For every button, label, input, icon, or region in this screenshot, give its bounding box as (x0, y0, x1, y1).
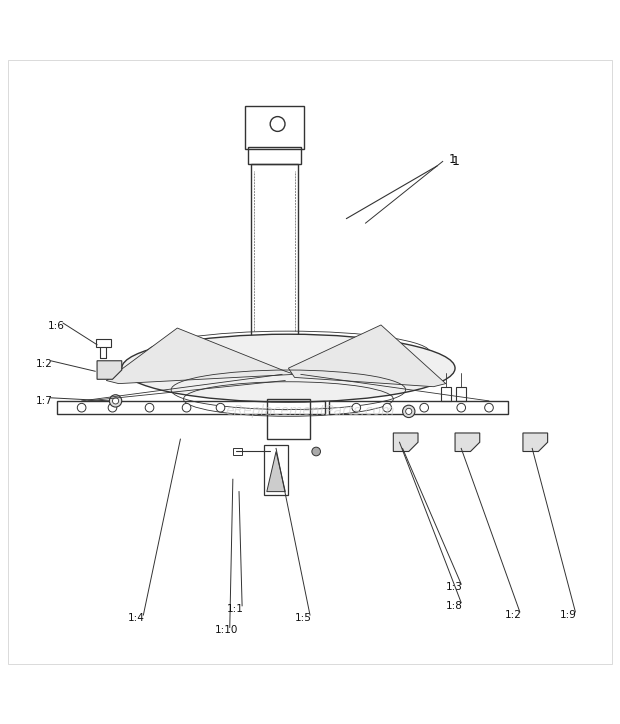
Circle shape (112, 397, 118, 404)
Polygon shape (288, 325, 446, 387)
Circle shape (312, 447, 321, 456)
Text: 1:8: 1:8 (446, 601, 463, 611)
Text: 1: 1 (452, 155, 460, 168)
Circle shape (145, 403, 154, 412)
Circle shape (405, 408, 412, 414)
Text: 1:10: 1:10 (215, 626, 237, 636)
Bar (441, 387, 451, 401)
Circle shape (109, 395, 122, 407)
Text: 1:2: 1:2 (505, 610, 521, 620)
Bar (456, 387, 466, 401)
Bar (267, 399, 310, 439)
Text: 1: 1 (449, 153, 456, 166)
Text: 1:1: 1:1 (227, 604, 244, 614)
Bar (233, 447, 242, 455)
Circle shape (352, 403, 361, 412)
Bar (248, 147, 301, 164)
Circle shape (182, 403, 191, 412)
Bar (245, 106, 304, 149)
Text: 1:2: 1:2 (35, 359, 52, 369)
Text: 1:3: 1:3 (446, 582, 463, 592)
Text: eReplacementParts.com: eReplacementParts.com (225, 405, 395, 418)
Circle shape (216, 403, 225, 412)
Circle shape (457, 403, 466, 412)
Circle shape (420, 403, 428, 412)
Polygon shape (393, 433, 418, 452)
Polygon shape (106, 328, 294, 384)
Circle shape (402, 405, 415, 418)
Circle shape (485, 403, 494, 412)
Circle shape (270, 117, 285, 131)
Polygon shape (523, 433, 547, 452)
Text: 1:4: 1:4 (128, 613, 145, 623)
Bar (264, 445, 288, 494)
Bar (329, 401, 508, 414)
Polygon shape (455, 433, 480, 452)
Text: 1:6: 1:6 (48, 321, 64, 331)
Circle shape (78, 403, 86, 412)
Text: 1:5: 1:5 (294, 613, 311, 623)
Bar (57, 401, 326, 414)
Bar (96, 339, 110, 348)
Ellipse shape (122, 334, 455, 402)
Polygon shape (97, 361, 122, 379)
Circle shape (383, 403, 391, 412)
Circle shape (108, 403, 117, 412)
Polygon shape (267, 452, 285, 492)
Text: 1:9: 1:9 (560, 610, 577, 620)
Bar (251, 164, 298, 350)
Text: 1:7: 1:7 (35, 396, 52, 406)
